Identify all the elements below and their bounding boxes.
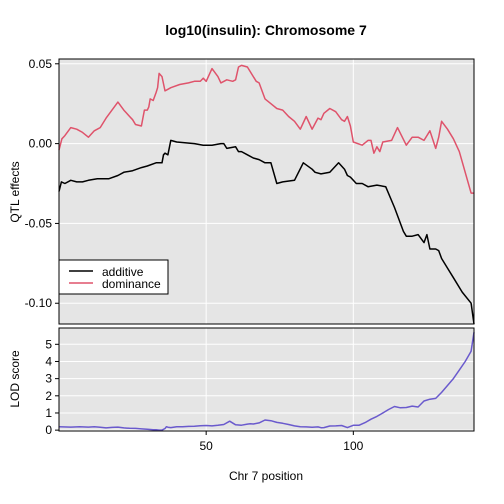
lod-y-tick-label: 1 — [45, 406, 52, 420]
legend-label-dominance: dominance — [102, 277, 161, 291]
effects-panel-border — [58, 58, 475, 325]
legend-box — [58, 259, 169, 295]
lod-y-tick-label: 3 — [45, 372, 52, 386]
lod-y-tick-label: 4 — [45, 354, 52, 368]
chart-title: log10(insulin): Chromosome 7 — [165, 22, 367, 38]
effects-y-axis-label: QTL effects — [8, 161, 22, 222]
effects-panel-lines — [58, 64, 475, 325]
legend-label-additive: additive — [102, 265, 144, 279]
x-tick-label: 50 — [199, 439, 213, 453]
lod-y-axis-label: LOD score — [8, 350, 22, 408]
effects-panel: 0.05 0.00 -0.05 -0.10 QTL effects additive … — [8, 57, 475, 325]
lod-panel-background — [59, 328, 474, 431]
series-line-additive — [58, 139, 475, 325]
lod-panel: 0 1 2 3 4 5 50 100 LOD score Chr 7 position — [8, 327, 475, 483]
lod-y-tick-label: 2 — [45, 389, 52, 403]
x-tick-label: 100 — [343, 439, 363, 453]
lod-panel-border — [58, 327, 475, 432]
lod-panel-lines — [58, 332, 475, 431]
lod-y-tick-label: 5 — [45, 337, 52, 351]
effects-y-tick-label: -0.10 — [25, 296, 53, 310]
effects-panel-grid — [59, 59, 474, 324]
legend: additive dominance — [58, 259, 169, 295]
lod-panel-grid — [59, 328, 474, 431]
effects-y-axis: 0.05 0.00 -0.05 -0.10 — [25, 57, 59, 310]
x-axis-label: Chr 7 position — [229, 469, 303, 483]
lod-y-axis: 0 1 2 3 4 5 — [45, 337, 59, 437]
series-line-dominance — [58, 64, 474, 194]
effects-y-tick-label: -0.05 — [25, 216, 53, 230]
series-line-lod — [58, 332, 475, 431]
x-axis: 50 100 — [199, 431, 364, 453]
effects-y-tick-label: 0.00 — [29, 137, 53, 151]
effects-y-tick-label: 0.05 — [29, 57, 53, 71]
lod-y-tick-label: 0 — [45, 423, 52, 437]
